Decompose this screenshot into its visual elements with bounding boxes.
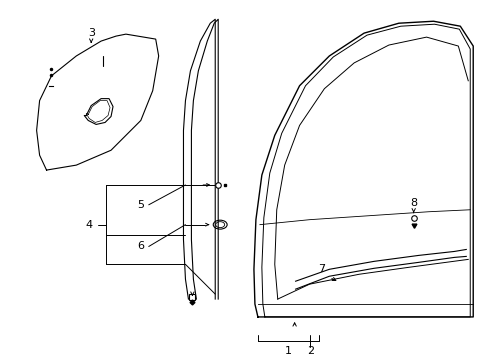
Text: 1: 1: [285, 346, 291, 356]
Text: 7: 7: [317, 264, 325, 274]
Text: 3: 3: [87, 28, 95, 38]
Text: 8: 8: [409, 198, 416, 208]
Text: 6: 6: [137, 242, 144, 252]
Text: 4: 4: [85, 220, 93, 230]
Text: 5: 5: [137, 200, 144, 210]
Text: 2: 2: [306, 346, 313, 356]
